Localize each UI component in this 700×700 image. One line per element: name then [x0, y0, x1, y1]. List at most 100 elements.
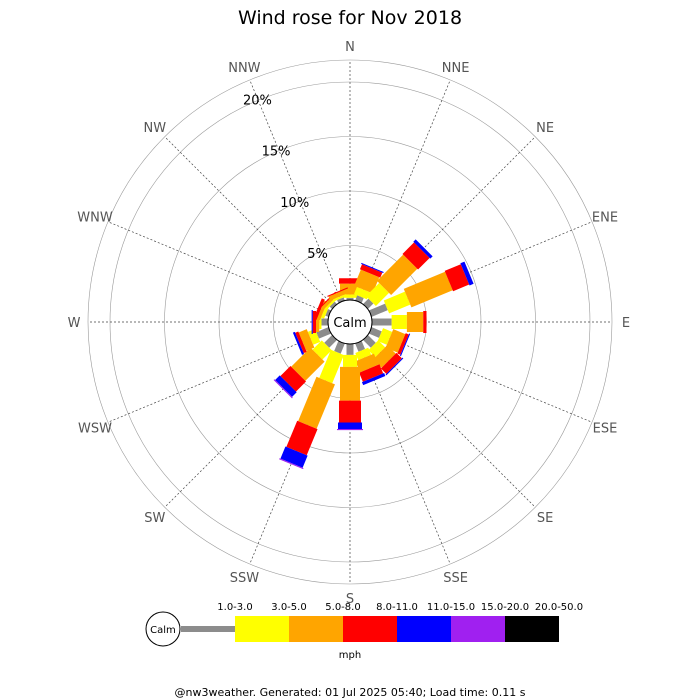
- bar-ssw-11.0-15.0: [280, 446, 308, 468]
- direction-label-nnw: NNW: [228, 61, 260, 76]
- bar-se-5.0-8.0: [373, 345, 396, 368]
- ring-label-20: 20%: [243, 93, 272, 108]
- legend-swatch-3.0-5.0: [235, 616, 289, 642]
- bar-ssw-8.0-11.0: [286, 420, 318, 456]
- bar-sse-11.0-15.0: [361, 372, 386, 386]
- direction-label-wnw: WNW: [77, 210, 113, 225]
- bar-nne-3.0-5.0: [354, 286, 370, 300]
- bar-sse-5.0-8.0: [355, 353, 379, 373]
- legend-swatch-20.0-50.0: [505, 616, 559, 642]
- bar-sse-3.0-5.0: [355, 347, 372, 361]
- bar-sw-5.0-8.0: [291, 347, 325, 381]
- bar-ene-1.0-3.0: [368, 303, 388, 317]
- bar-nw-1.0-3.0: [329, 301, 337, 309]
- bar-wnw-3.0-5.0: [320, 304, 330, 319]
- bar-nw-5.0-8.0: [321, 293, 338, 310]
- bar-ene-5.0-8.0: [403, 271, 453, 308]
- direction-label-se: SE: [537, 511, 553, 526]
- bar-ssw-1.0-3.0: [334, 340, 345, 354]
- bar-nne-8.0-11.0: [359, 264, 383, 278]
- legend-calm-circle: [145, 611, 181, 647]
- direction-label-ese: ESE: [593, 422, 618, 437]
- direction-label-e: E: [622, 316, 630, 331]
- direction-label-sw: SW: [144, 511, 165, 526]
- bar-nw-8.0-11.0: [319, 291, 337, 309]
- bar-nne-5.0-8.0: [354, 269, 380, 294]
- bar-nnw-3.0-5.0: [333, 293, 347, 302]
- bar-wnw-8.0-11.0: [313, 298, 325, 320]
- bar-sw-3.0-5.0: [312, 340, 332, 360]
- bar-ne-1.0-3.0: [363, 298, 374, 309]
- bar-ene-3.0-5.0: [383, 291, 411, 314]
- chart-title: Wind rose for Nov 2018: [238, 7, 462, 29]
- direction-label-nne: NNE: [442, 61, 470, 76]
- bar-nne-1.0-3.0: [355, 295, 364, 304]
- direction-label-wsw: WSW: [78, 422, 112, 437]
- bar-ese-1.0-3.0: [368, 327, 382, 338]
- bar-sw-11.0-15.0: [275, 375, 297, 397]
- legend-swatch-8.0-11.0: [343, 616, 397, 642]
- direction-label-ene: ENE: [592, 210, 618, 225]
- bar-se-1.0-3.0: [363, 335, 376, 348]
- bar-ese-5.0-8.0: [385, 329, 406, 353]
- bar-ene-8.0-11.0: [444, 264, 470, 292]
- bar-ne-8.0-11.0: [402, 242, 430, 270]
- bar-sse-1.0-3.0: [355, 340, 365, 352]
- direction-label-ssw: SSW: [230, 571, 260, 586]
- legend-label-5.0-8.0: 5.0-8.0: [325, 602, 360, 613]
- calm-circle-shape: [327, 299, 373, 345]
- ring-label-15: 15%: [262, 145, 291, 160]
- bar-wsw-3.0-5.0: [307, 328, 321, 345]
- bar-wsw-1.0-3.0: [316, 327, 332, 339]
- legend-swatch-11.0-15.0: [397, 616, 451, 642]
- bar-nnw-1.0-3.0: [337, 297, 345, 304]
- direction-label-sse: SSE: [443, 571, 468, 586]
- direction-label-ne: NE: [536, 121, 554, 136]
- legend-label-20.0-50.0: 20.0-50.0: [535, 602, 583, 613]
- legend-label-15.0-20.0: 15.0-20.0: [481, 602, 529, 613]
- spoke-nw: [164, 136, 335, 307]
- bar-ne-5.0-8.0: [376, 254, 418, 296]
- footer-text: @nw3weather. Generated: 01 Jul 2025 05:4…: [175, 686, 526, 699]
- rose-bars: [273, 239, 474, 470]
- spoke-wsw: [107, 330, 330, 423]
- legend-label-3.0-5.0: 3.0-5.0: [271, 602, 306, 613]
- direction-label-n: N: [345, 40, 355, 55]
- bar-sw-1.0-3.0: [324, 335, 337, 348]
- speed-legend: Calm 1.0-3.0 3.0-5.0 5.0-8.0 8.0-11.0 11.0-15…: [145, 602, 583, 661]
- spoke-wnw: [107, 221, 330, 314]
- bar-nw-3.0-5.0: [325, 297, 338, 310]
- bar-se-11.0-15.0: [385, 357, 404, 376]
- bar-ssw-5.0-8.0: [298, 376, 335, 429]
- calm-circle: Calm: [327, 299, 373, 345]
- ring-label-5: 5%: [307, 247, 328, 262]
- bar-sw-15.0-20.0: [273, 379, 293, 399]
- bar-wsw-5.0-8.0: [298, 329, 315, 351]
- bar-ne-3.0-5.0: [366, 282, 390, 306]
- bar-ese-3.0-5.0: [377, 328, 393, 345]
- legend-swatch-5.0-8.0: [289, 616, 343, 642]
- bar-se-3.0-5.0: [368, 340, 386, 358]
- spoke-ese: [370, 330, 593, 423]
- legend-label-11.0-15.0: 11.0-15.0: [427, 602, 475, 613]
- axis-labels: N NNE NE ENE E ESE SE SSE S SSW SW WSW W WNW NW NNW 5% 10…: [68, 40, 631, 607]
- bar-wnw-5.0-8.0: [316, 300, 328, 321]
- bar-sse-8.0-11.0: [359, 364, 384, 382]
- ring-label-10: 10%: [280, 196, 309, 211]
- legend-swatch-1.0-3.0: [181, 626, 235, 632]
- bar-wsw-8.0-11.0: [295, 331, 307, 354]
- legend-label-8.0-11.0: 8.0-11.0: [376, 602, 418, 613]
- direction-label-nw: NW: [144, 121, 167, 136]
- bar-sw-8.0-11.0: [280, 366, 306, 392]
- ring-15: [164, 136, 536, 508]
- bar-wnw-1.0-3.0: [325, 309, 332, 317]
- direction-label-w: W: [68, 316, 81, 331]
- bar-ene-11.0-15.0: [460, 261, 474, 286]
- bar-ne-11.0-15.0: [413, 239, 433, 259]
- calm-label: Calm: [333, 316, 366, 331]
- legend-swatch-15.0-20.0: [451, 616, 505, 642]
- legend-label-1.0-3.0: 1.0-3.0: [217, 602, 252, 613]
- outer-ring: [87, 59, 613, 585]
- legend-units: mph: [339, 650, 361, 661]
